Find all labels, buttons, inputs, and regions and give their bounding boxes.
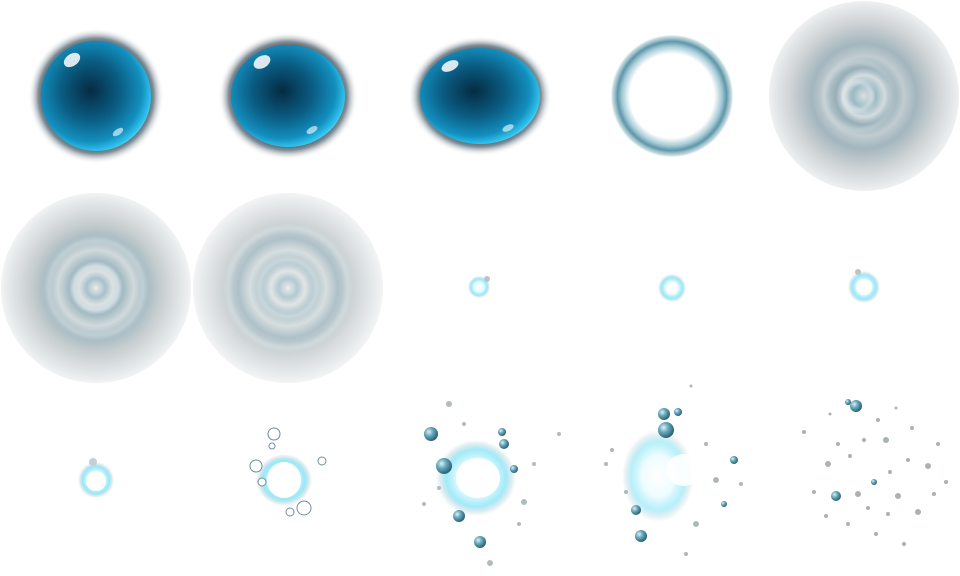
- frame-10-spark-icon: [768, 192, 960, 384]
- frame-7-shockwave-icon: [192, 192, 384, 384]
- frame-11-spark-icon: [0, 384, 192, 576]
- frame-8-spark-icon: [384, 192, 576, 384]
- frame-4-water-ring-icon: [576, 0, 768, 192]
- frame-1-water-bubble-icon: [0, 0, 192, 192]
- frame-9-spark-icon: [576, 192, 768, 384]
- frame-3-water-bubble-icon: [384, 0, 576, 192]
- frame-12-splash-icon: [192, 384, 384, 576]
- frame-5-shockwave-icon: [768, 0, 960, 192]
- frame-6-shockwave-icon: [0, 192, 192, 384]
- frame-14-splash-icon: [576, 384, 768, 576]
- frame-15-droplets-icon: [768, 384, 960, 576]
- frame-13-splash-icon: [384, 384, 576, 576]
- frame-2-water-bubble-icon: [192, 0, 384, 192]
